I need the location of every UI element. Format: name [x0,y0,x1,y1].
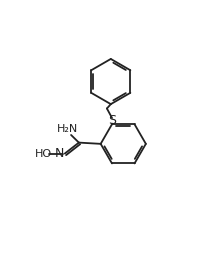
Text: HO: HO [34,149,51,158]
Text: S: S [108,114,115,127]
Text: H₂N: H₂N [56,124,77,134]
Text: N: N [54,147,64,160]
